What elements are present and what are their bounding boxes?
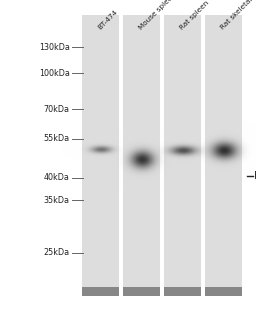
Text: Rat spleen: Rat spleen	[179, 0, 210, 31]
Text: 40kDa: 40kDa	[44, 173, 70, 182]
Text: 100kDa: 100kDa	[39, 69, 70, 78]
Text: 25kDa: 25kDa	[44, 248, 70, 257]
Text: Mouse spleen: Mouse spleen	[138, 0, 177, 31]
Text: 35kDa: 35kDa	[44, 196, 70, 205]
Text: Rat skeletal muscle: Rat skeletal muscle	[220, 0, 256, 31]
Text: BT-474: BT-474	[97, 9, 119, 31]
Text: FMOD: FMOD	[254, 171, 256, 181]
Text: 70kDa: 70kDa	[44, 105, 70, 114]
Text: 55kDa: 55kDa	[44, 134, 70, 143]
Text: 130kDa: 130kDa	[39, 43, 70, 52]
